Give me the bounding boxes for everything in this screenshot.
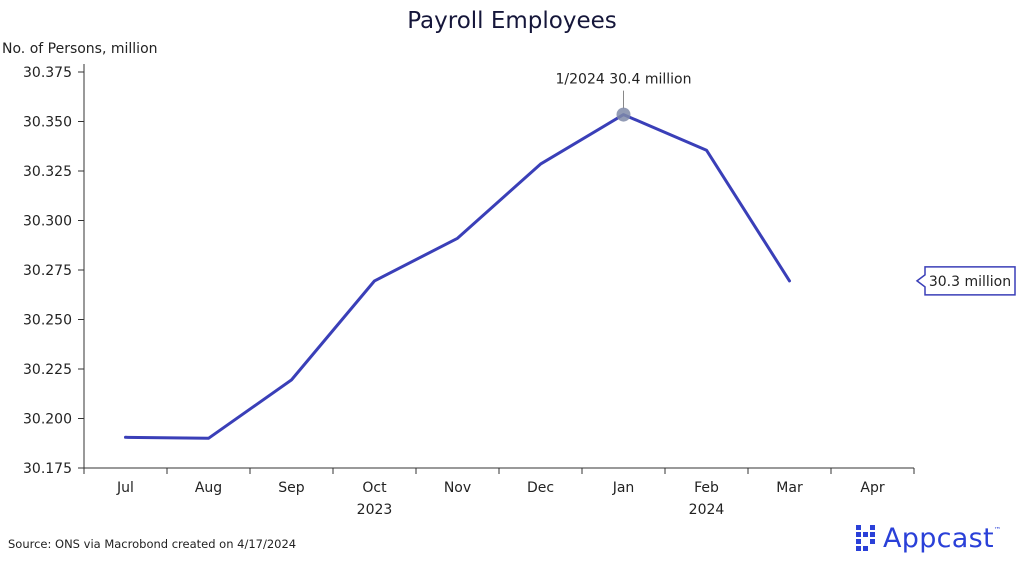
annotations: 1/2024 30.4 million 30.3 million: [556, 72, 1016, 296]
source-note: Source: ONS via Macrobond created on 4/1…: [8, 537, 297, 551]
y-tick-label: 30.200: [23, 412, 72, 428]
appcast-logo: Appcast ™: [856, 520, 1001, 556]
logo-trademark: ™: [993, 526, 1001, 534]
x-tick-label: Jul: [116, 480, 134, 496]
x-tick-label: Oct: [362, 480, 387, 496]
y-tick-label: 30.375: [23, 65, 72, 81]
series-group: [124, 113, 791, 440]
end-value-callout: [915, 266, 1016, 296]
axes: [78, 64, 915, 474]
appcast-logo-icon: [856, 525, 875, 551]
x-tick-label: Jan: [612, 480, 635, 496]
x-tick-label: Apr: [860, 480, 884, 496]
x-year-label: 2023: [357, 502, 393, 518]
y-tick-label: 30.300: [23, 214, 72, 230]
chart-title: Payroll Employees: [407, 8, 617, 34]
y-tick-label: 30.275: [23, 263, 72, 279]
tick-labels: 30.175 30.200 30.225 30.250 30.275 30.300 30.3…: [23, 65, 885, 518]
y-tick-label: 30.175: [23, 461, 72, 477]
y-axis-label: No. of Persons, million: [2, 41, 158, 57]
y-tick-label: 30.350: [23, 115, 72, 131]
y-tick-label: 30.250: [23, 313, 72, 329]
x-tick-label: Mar: [776, 480, 803, 496]
x-tick-label: Nov: [444, 480, 471, 496]
x-tick-label: Dec: [527, 480, 554, 496]
x-tick-label: Feb: [694, 480, 719, 496]
end-value-label: 30.3 million: [929, 274, 1011, 290]
peak-marker: [616, 107, 631, 122]
x-tick-label: Sep: [278, 480, 305, 496]
peak-annotation-label: 1/2024 30.4 million: [556, 72, 692, 88]
x-tick-label: Aug: [195, 480, 222, 496]
series-line: [124, 113, 791, 440]
y-tick-label: 30.325: [23, 164, 72, 180]
x-year-label: 2024: [689, 502, 725, 518]
logo-text: Appcast: [883, 522, 994, 554]
y-tick-label: 30.225: [23, 362, 72, 378]
